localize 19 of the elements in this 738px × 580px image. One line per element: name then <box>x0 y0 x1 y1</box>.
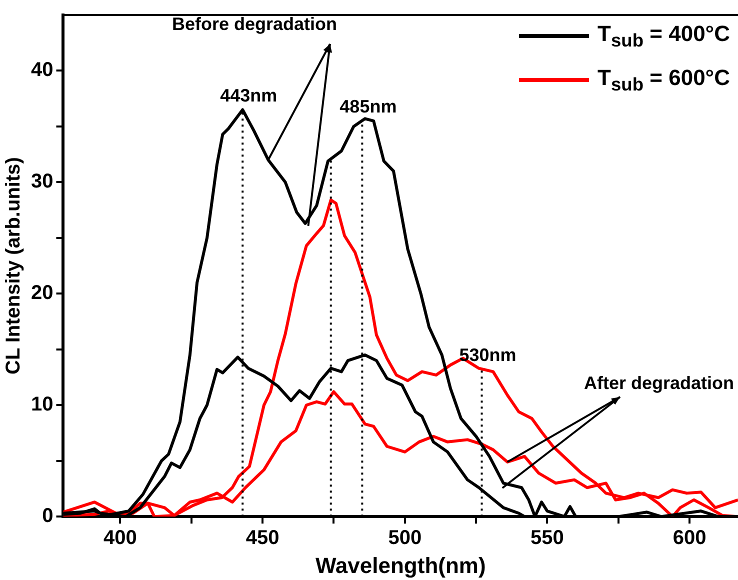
x-tick-label: 450 <box>246 527 280 550</box>
x-tick-label: 400 <box>104 527 137 550</box>
y-tick-label: 10 <box>30 394 54 416</box>
ref-line-label: 485nm <box>340 96 397 117</box>
y-axis-title: CL Intensity (arb.units) <box>2 157 25 375</box>
legend-label: T$_{sub}$ = 400°C <box>597 20 730 52</box>
annotation: Before degradation <box>172 14 338 34</box>
legend-label: T$_{sub}$ = 600°C <box>597 64 730 96</box>
x-tick-label: 550 <box>530 527 564 550</box>
ref-line-label: 443nm <box>220 86 278 106</box>
y-tick-label: 0 <box>42 505 54 528</box>
annotation: After degradation <box>584 373 734 393</box>
x-tick-label: 500 <box>388 527 422 550</box>
x-axis-title: Wavelength(nm) <box>315 552 486 578</box>
y-tick-label: 20 <box>30 282 54 304</box>
ref-line-label: 530nm <box>459 344 516 365</box>
x-tick-label: 600 <box>672 527 706 550</box>
y-tick-label: 40 <box>30 59 54 82</box>
y-tick-label: 30 <box>30 170 54 193</box>
